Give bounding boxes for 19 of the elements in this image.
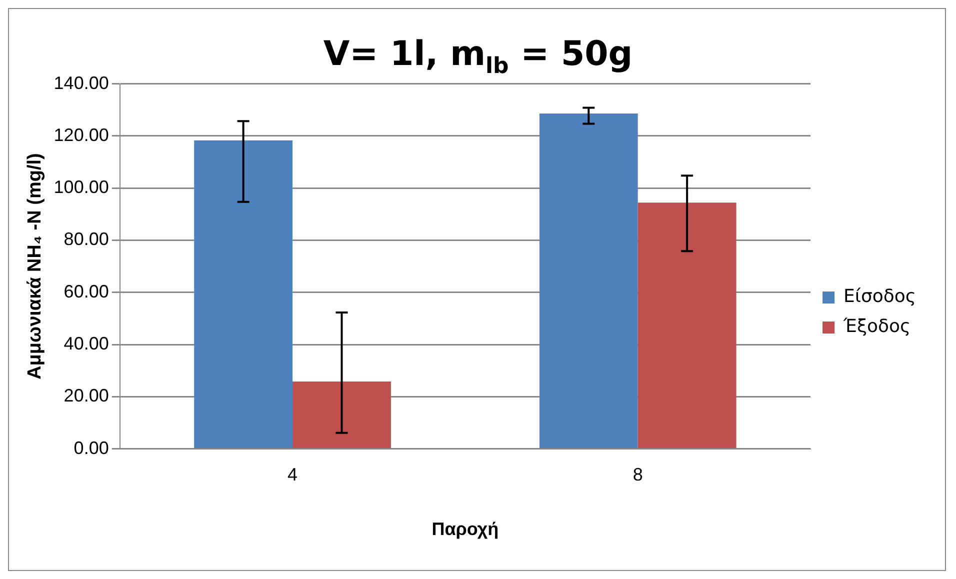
y-tick-label: 100.00 xyxy=(54,177,109,198)
bar xyxy=(539,114,638,448)
legend-label: Έξοδος xyxy=(842,316,911,338)
y-tick-label: 120.00 xyxy=(54,124,109,145)
y-tick-label: 60.00 xyxy=(64,281,109,302)
bar xyxy=(194,140,293,448)
y-tick-label: 0.00 xyxy=(74,438,109,458)
y-axis-title: Αμμωνιακά NH₄ -N (mg/l) xyxy=(24,153,46,380)
x-tick-label: 8 xyxy=(632,464,643,485)
y-tick-label: 80.00 xyxy=(64,229,109,250)
y-tick-label: 20.00 xyxy=(64,386,109,406)
chart-title: V= 1l, m$_{lb}$ = 50g xyxy=(323,34,633,79)
bar xyxy=(638,202,736,448)
bar xyxy=(292,382,391,448)
x-axis-title: Παροχή xyxy=(432,519,499,540)
y-tick-label: 40.00 xyxy=(64,333,109,354)
y-tick-label: 140.00 xyxy=(54,72,109,93)
legend-label: Είσοδος xyxy=(844,286,916,308)
x-tick-label: 4 xyxy=(288,464,298,485)
